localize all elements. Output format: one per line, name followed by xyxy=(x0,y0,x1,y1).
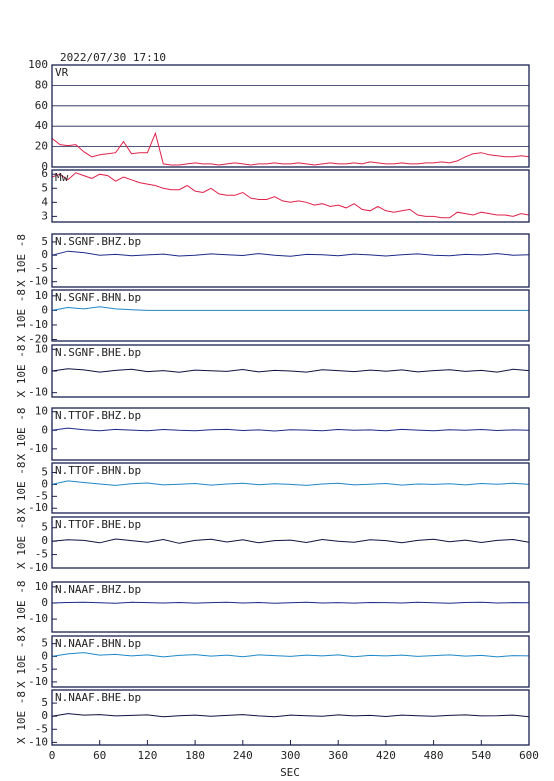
y-axis-label: X 10E -8 xyxy=(15,345,28,398)
y-tick-label: 5 xyxy=(41,181,48,194)
y-tick-label: 10 xyxy=(35,342,48,355)
trace xyxy=(51,368,530,373)
trace xyxy=(51,306,529,311)
y-tick-label: 5 xyxy=(41,235,48,248)
panel-label: N.NAAF.BHE.bp xyxy=(55,691,141,704)
y-tick-label: 5 xyxy=(41,521,48,534)
panel-label: N.NAAF.BHN.bp xyxy=(55,637,141,650)
y-tick-label: 80 xyxy=(35,78,48,91)
y-axis-label: X 10E -8 xyxy=(15,234,28,287)
panel-label: N.SGNF.BHZ.bp xyxy=(55,235,141,248)
y-axis-label: X 10E -8 xyxy=(15,581,28,634)
y-tick-label: -10 xyxy=(28,501,48,514)
panel-frame xyxy=(51,635,530,688)
x-tick-label: 420 xyxy=(376,749,396,762)
y-tick-label: 100 xyxy=(28,58,48,71)
y-tick-label: -5 xyxy=(35,489,48,502)
x-tick-label: 240 xyxy=(233,749,253,762)
figure-title: 2022/07/30 17:10 xyxy=(60,51,166,64)
y-tick-label: 5 xyxy=(41,466,48,479)
y-axis-label: X 10E -8 xyxy=(15,635,28,688)
y-tick-label: 0 xyxy=(41,649,48,662)
y-tick-label: -10 xyxy=(28,318,48,331)
y-tick-label: -10 xyxy=(28,561,48,574)
y-tick-label: 20 xyxy=(35,140,48,153)
y-axis-label: X 10E -8 xyxy=(15,462,28,515)
trace xyxy=(51,172,530,219)
trace xyxy=(51,250,530,257)
y-axis-label: X 10E -8 xyxy=(15,408,28,461)
x-tick-label: 600 xyxy=(519,749,539,762)
panel-frame xyxy=(51,462,530,514)
x-tick-label: 300 xyxy=(281,749,301,762)
y-tick-label: 10 xyxy=(35,405,48,418)
y-tick-label: -5 xyxy=(35,722,48,735)
y-axis-label: X 10E -8 xyxy=(15,691,28,744)
y-axis-label: X 10E -8 xyxy=(15,289,28,342)
panel-frame xyxy=(51,407,530,461)
y-tick-label: 0 xyxy=(41,423,48,436)
panel-frame xyxy=(51,289,530,342)
y-tick-label: 0 xyxy=(41,303,48,316)
panel-label: N.SGNF.BHN.bp xyxy=(55,291,141,304)
panel-label: N.TTOF.BHE.bp xyxy=(55,518,141,531)
y-tick-label: 4 xyxy=(41,195,48,208)
y-tick-label: -10 xyxy=(28,275,48,288)
panel-label: N.SGNF.BHE.bp xyxy=(55,346,141,359)
x-tick-label: 60 xyxy=(93,749,106,762)
y-axis-label: X 10E -8 xyxy=(15,516,28,569)
y-tick-label: 6 xyxy=(41,167,48,180)
trace xyxy=(51,538,530,544)
y-tick-label: -20 xyxy=(28,333,48,346)
y-tick-label: 5 xyxy=(41,696,48,709)
trace xyxy=(51,480,530,486)
x-axis-label: SEC xyxy=(280,766,300,779)
y-tick-label: -10 xyxy=(28,675,48,688)
y-tick-label: 0 xyxy=(41,596,48,609)
y-tick-label: -10 xyxy=(28,612,48,625)
y-tick-label: 5 xyxy=(41,637,48,650)
y-tick-label: 10 xyxy=(35,289,48,302)
panel-frame xyxy=(51,64,530,168)
x-tick-label: 0 xyxy=(49,749,56,762)
x-tick-label: 180 xyxy=(185,749,205,762)
panel-frame xyxy=(51,233,530,288)
panel-label: VR xyxy=(55,66,69,79)
trace xyxy=(51,713,530,718)
y-tick-label: 0 xyxy=(41,534,48,547)
y-tick-label: -5 xyxy=(35,548,48,561)
x-tick-label: 360 xyxy=(328,749,348,762)
y-tick-label: 0 xyxy=(41,160,48,173)
panel-label: Mw xyxy=(55,171,69,184)
trace xyxy=(51,427,530,432)
x-tick-label: 120 xyxy=(137,749,157,762)
panel-label: N.TTOF.BHN.bp xyxy=(55,464,141,477)
y-tick-label: -10 xyxy=(28,386,48,399)
panel-frame xyxy=(51,169,530,223)
y-tick-label: -5 xyxy=(35,261,48,274)
panel-frame xyxy=(51,344,530,398)
y-tick-label: 0 xyxy=(41,477,48,490)
y-tick-label: 0 xyxy=(41,364,48,377)
x-tick-label: 540 xyxy=(471,749,491,762)
y-tick-label: 10 xyxy=(35,580,48,593)
trace xyxy=(51,131,530,166)
y-tick-label: 3 xyxy=(41,209,48,222)
panel-label: N.TTOF.BHZ.bp xyxy=(55,409,141,422)
trace xyxy=(51,601,530,604)
y-tick-label: -10 xyxy=(28,442,48,455)
y-tick-label: 60 xyxy=(35,99,48,112)
y-tick-label: 0 xyxy=(41,248,48,261)
y-tick-label: 40 xyxy=(35,119,48,132)
trace xyxy=(51,652,530,658)
panel-frame xyxy=(51,516,530,569)
panel-frame xyxy=(51,581,530,633)
panel-label: N.NAAF.BHZ.bp xyxy=(55,583,141,596)
y-tick-label: -5 xyxy=(35,662,48,675)
x-tick-label: 480 xyxy=(424,749,444,762)
y-tick-label: 0 xyxy=(41,709,48,722)
y-tick-label: -10 xyxy=(28,735,48,748)
